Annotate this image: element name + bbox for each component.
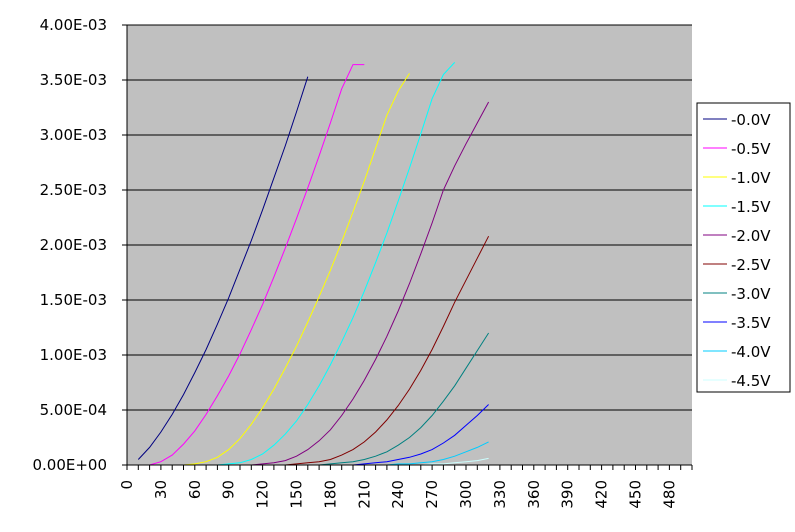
legend-label: -1.5V xyxy=(731,198,771,216)
y-tick-label: 1.00E-03 xyxy=(40,346,107,364)
legend-label: -3.5V xyxy=(731,314,771,332)
series-line xyxy=(183,73,410,466)
x-tick-label: 150 xyxy=(288,480,306,509)
y-tick-label: 3.50E-03 xyxy=(40,71,107,89)
y-tick-label: 5.00E-04 xyxy=(40,401,107,419)
x-tick-label: 30 xyxy=(152,480,170,499)
x-tick-label: 0 xyxy=(118,480,136,490)
x-tick-label: 60 xyxy=(186,480,204,499)
x-tick-label: 300 xyxy=(457,480,475,509)
legend-label: -2.0V xyxy=(731,227,771,245)
x-tick-label: 360 xyxy=(525,480,543,509)
y-tick-label: 0.00E+00 xyxy=(32,456,107,474)
y-tick-label: 4.00E-03 xyxy=(40,16,107,34)
x-tick-label: 90 xyxy=(220,480,238,499)
x-tick-label: 120 xyxy=(254,480,272,509)
y-tick-label: 1.50E-03 xyxy=(40,291,107,309)
x-tick-label: 330 xyxy=(491,480,509,509)
x-tick-label: 420 xyxy=(593,480,611,509)
series-line xyxy=(352,404,489,466)
series-line xyxy=(251,101,490,466)
series-line xyxy=(285,235,490,466)
series-line xyxy=(137,76,309,460)
x-tick-label: 180 xyxy=(321,480,339,509)
x-tick-label: 390 xyxy=(559,480,577,509)
legend-label: -0.0V xyxy=(731,111,771,129)
y-tick-label: 2.00E-03 xyxy=(40,236,107,254)
legend-label: -1.0V xyxy=(731,169,771,187)
legend-label: -4.0V xyxy=(731,343,771,361)
legend-label: -2.5V xyxy=(731,256,771,274)
x-tick-label: 270 xyxy=(423,480,441,509)
y-tick-label: 3.00E-03 xyxy=(40,126,107,144)
series-line xyxy=(420,457,489,466)
y-axis-ticks: 0.00E+00 5.00E-04 1.00E-03 1.50E-03 2.00E-03… xyxy=(32,16,127,474)
series-line xyxy=(149,64,365,466)
legend-label: -3.0V xyxy=(731,285,771,303)
legend-label: -4.5V xyxy=(731,372,771,390)
x-tick-label: 450 xyxy=(627,480,645,509)
series-line xyxy=(386,441,489,466)
x-tick-label: 480 xyxy=(660,480,678,509)
series-line xyxy=(319,332,490,466)
legend-label: -0.5V xyxy=(731,140,771,158)
y-tick-label: 2.50E-03 xyxy=(40,181,107,199)
legend-box xyxy=(696,102,791,393)
legend: -0.0V -0.5V -1.0V -1.5V -2.0V -2.5V -3.0V -3.5V… xyxy=(696,102,791,393)
series-lines xyxy=(137,62,490,466)
x-tick-label: 240 xyxy=(389,480,407,509)
gridlines xyxy=(127,24,692,411)
series-line xyxy=(217,62,456,466)
x-tick-label: 210 xyxy=(355,480,373,509)
x-axis-ticks: 0 30 60 90 120 150 180 210 240 270 300 330 360 390 420… xyxy=(118,465,693,509)
